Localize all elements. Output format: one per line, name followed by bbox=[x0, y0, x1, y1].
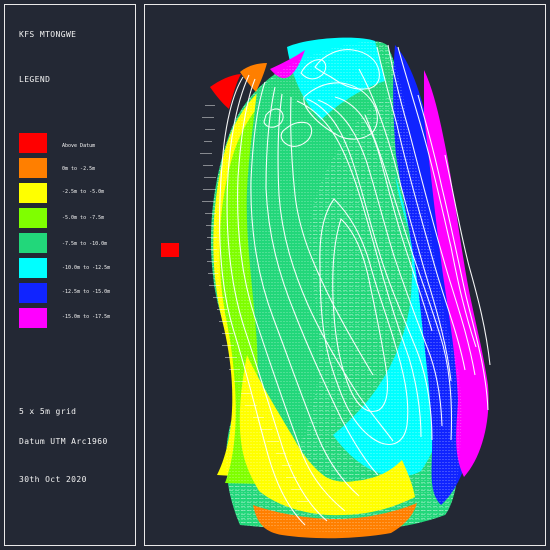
date-note: 30th Oct 2020 bbox=[19, 475, 87, 484]
legend-swatch-7-5-to-10-0 bbox=[19, 233, 47, 253]
legend-label-0-to-2-5: 0m to -2.5m bbox=[62, 166, 96, 172]
legend-title: LEGEND bbox=[19, 75, 51, 84]
legend-swatch-12-5-to-15-0 bbox=[19, 283, 47, 303]
datum-note: Datum UTM Arc1960 bbox=[19, 437, 108, 446]
legend-label-15-0-to-17-5: -15.0m to -17.5m bbox=[62, 314, 111, 320]
legend-swatch-5-0-to-7-5 bbox=[19, 208, 47, 228]
survey-map-panel bbox=[144, 4, 546, 546]
legend-swatch-10-0-to-12-5 bbox=[19, 258, 47, 278]
legend-label-7-5-to-10-0: -7.5m to -10.0m bbox=[62, 241, 108, 247]
legend-label-10-0-to-12-5: -10.0m to -12.5m bbox=[62, 265, 111, 271]
legend-label-5-0-to-7-5: -5.0m to -7.5m bbox=[62, 215, 105, 221]
legend-panel: KFS MTONGWE LEGEND Above Datum 0m to -2.… bbox=[4, 4, 136, 546]
map-title: KFS MTONGWE bbox=[19, 30, 77, 39]
legend-swatch-15-0-to-17-5 bbox=[19, 308, 47, 328]
bathymetry-map bbox=[161, 37, 491, 539]
grid-note: 5 x 5m grid bbox=[19, 407, 77, 416]
legend-swatch-above-datum bbox=[19, 133, 47, 153]
legend-label-2-5-to-5-0: -2.5m to -5.0m bbox=[62, 189, 105, 195]
legend-swatch-0-to-2-5 bbox=[19, 158, 47, 178]
legend-swatch-2-5-to-5-0 bbox=[19, 183, 47, 203]
legend-label-12-5-to-15-0: -12.5m to -15.0m bbox=[62, 289, 111, 295]
legend-label-above-datum: Above Datum bbox=[62, 143, 96, 149]
